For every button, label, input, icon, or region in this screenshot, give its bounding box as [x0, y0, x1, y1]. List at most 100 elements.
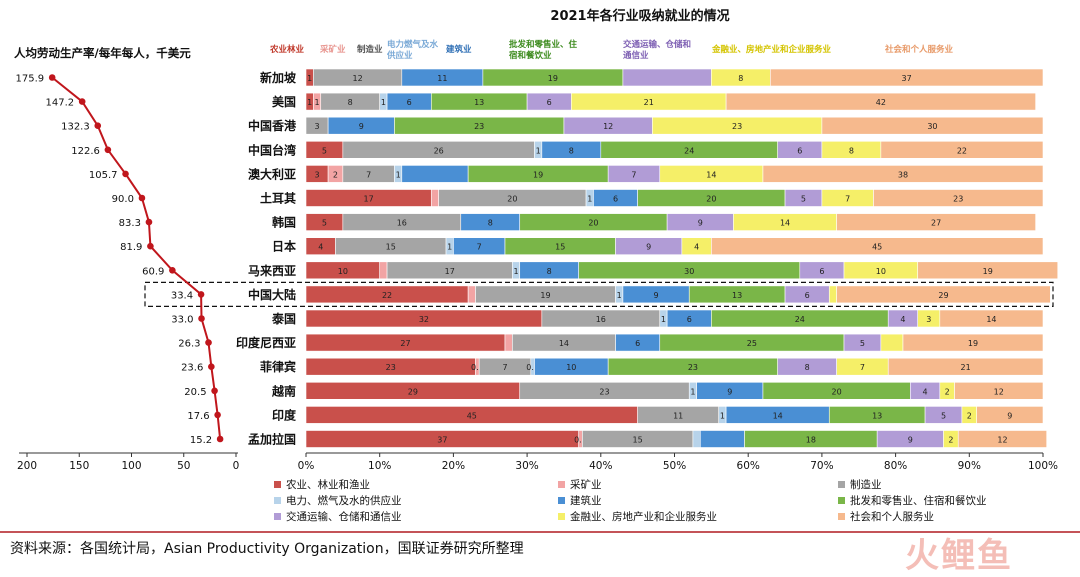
legend-swatch: [838, 497, 845, 504]
bar-value-label: 25: [747, 339, 757, 348]
bar-value-label: 1: [307, 74, 312, 83]
bar-value-label: 22: [382, 291, 392, 300]
bar-value-label: 0.5: [471, 363, 484, 372]
productivity-point: [147, 242, 154, 250]
bar-value-label: 6: [687, 315, 692, 324]
bar-segment: [880, 333, 904, 352]
bar-value-label: 7: [502, 363, 507, 372]
bar-value-label: 20: [588, 219, 598, 228]
productivity-point: [205, 339, 212, 346]
bar-value-label: 9: [1007, 411, 1012, 420]
country-label: 韩国: [272, 215, 296, 230]
bar-value-label: 1: [315, 98, 320, 107]
left-tick-label: 0: [233, 460, 240, 472]
x-tick-label: 60%: [737, 460, 760, 472]
bar-value-label: 13: [474, 98, 484, 107]
bar-value-label: 1: [447, 243, 452, 252]
productivity-label: 33.4: [171, 290, 193, 301]
country-label: 新加坡: [260, 70, 297, 85]
bar-value-label: 19: [533, 170, 543, 179]
productivity-label: 147.2: [46, 98, 75, 109]
series-header-9: 社会和个人服务业: [884, 44, 954, 55]
watermark-logo: 火鲤鱼: [905, 536, 1013, 576]
bar-value-label: 12: [603, 122, 613, 131]
series-header-2: 采矿业: [319, 44, 346, 55]
bar-value-label: 6: [805, 291, 810, 300]
bar-segment: [836, 213, 1036, 231]
bar-value-label: 12: [997, 436, 1007, 445]
bar-value-label: 14: [706, 170, 716, 179]
productivity-label: 83.3: [119, 218, 141, 229]
bar-value-label: 13: [732, 291, 742, 300]
country-label: 马来西亚: [248, 263, 296, 278]
bar-value-label: 7: [366, 170, 371, 179]
legend-swatch: [558, 513, 565, 520]
chart-title: 2021年各行业吸纳就业的情况: [550, 8, 729, 24]
bar-value-label: 6: [819, 267, 824, 276]
bar-value-label: 16: [397, 219, 407, 228]
bar-value-label: 9: [359, 122, 364, 131]
bar-segment: [880, 141, 1044, 159]
bar-value-label: 8: [348, 98, 353, 107]
bar-value-label: 27: [931, 219, 941, 228]
productivity-label: 90.0: [112, 194, 134, 205]
bar-value-label: 4: [318, 243, 323, 252]
bar-segment: [622, 68, 712, 87]
bar-value-label: 4: [923, 387, 928, 396]
x-tick-label: 80%: [884, 460, 907, 472]
series-header-3: 制造业: [357, 44, 383, 55]
bar-value-label: 6: [407, 98, 412, 107]
bar-value-label: 23: [599, 387, 609, 396]
bar-value-label: 2: [967, 411, 972, 420]
bar-value-label: 21: [644, 98, 654, 107]
bar-value-label: 14: [780, 219, 790, 228]
bar-segment: [873, 189, 1044, 207]
bar-value-label: 16: [596, 315, 606, 324]
bar-value-label: 10: [876, 267, 886, 276]
bar-value-label: 20: [507, 195, 517, 204]
productivity-label: 60.9: [142, 266, 164, 277]
bar-segment: [379, 261, 388, 280]
x-tick-label: 50%: [663, 460, 686, 472]
bar-value-label: 9: [727, 387, 732, 396]
left-tick-label: 200: [17, 460, 37, 472]
bar-value-label: 6: [635, 339, 640, 348]
bar-value-label: 8: [547, 267, 552, 276]
bar-segment: [902, 333, 1044, 352]
bar-value-label: 7: [477, 243, 482, 252]
bar-value-label: 9: [908, 436, 913, 445]
productivity-label: 26.3: [178, 339, 200, 350]
bar-value-label: 17: [445, 267, 455, 276]
country-label: 印度尼西亚: [236, 335, 296, 350]
productivity-point: [104, 146, 112, 154]
country-label: 日本: [272, 239, 296, 254]
bar-value-label: 5: [322, 146, 327, 155]
productivity-point: [198, 315, 205, 322]
productivity-point: [216, 435, 224, 443]
bar-value-label: 37: [437, 436, 447, 445]
bar-value-label: 3: [315, 170, 320, 179]
bar-value-label: 37: [902, 74, 912, 83]
bar-value-label: 21: [961, 363, 971, 372]
productivity-label: 15.2: [190, 435, 212, 446]
legend-label: 制造业: [850, 478, 882, 491]
country-label: 泰国: [271, 311, 296, 326]
bar-value-label: 1: [513, 267, 518, 276]
bar-value-label: 19: [983, 267, 993, 276]
productivity-point: [122, 170, 129, 178]
productivity-label: 81.9: [120, 242, 142, 253]
bar-value-label: 7: [631, 170, 636, 179]
country-label: 土耳其: [260, 191, 296, 206]
bar-segment: [430, 189, 439, 207]
country-label: 孟加拉国: [248, 432, 296, 447]
bar-value-label: 11: [673, 411, 683, 420]
legend-label: 金融业、房地产业和企业服务业: [570, 510, 717, 523]
left-tick-label: 50: [177, 460, 190, 472]
productivity-point: [94, 122, 102, 129]
bar-value-label: 8: [805, 363, 810, 372]
bar-value-label: 14: [559, 339, 569, 348]
legend-swatch: [274, 497, 281, 504]
x-tick-label: 40%: [589, 460, 612, 472]
bar-value-label: 45: [467, 411, 477, 420]
